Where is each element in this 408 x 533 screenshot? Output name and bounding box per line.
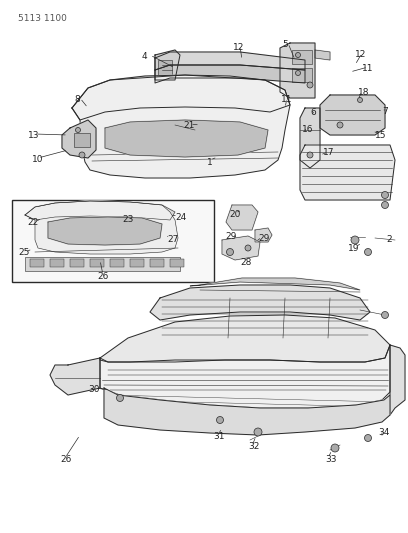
Text: 18: 18 xyxy=(358,88,370,97)
Text: 34: 34 xyxy=(378,428,389,437)
Polygon shape xyxy=(150,285,370,320)
Text: 5113 1100: 5113 1100 xyxy=(18,14,67,23)
Bar xyxy=(170,259,184,267)
Circle shape xyxy=(117,394,124,401)
Polygon shape xyxy=(100,315,390,362)
Text: 17: 17 xyxy=(323,148,335,157)
Polygon shape xyxy=(48,217,162,245)
Circle shape xyxy=(307,82,313,88)
Circle shape xyxy=(364,248,372,255)
Circle shape xyxy=(75,127,80,133)
Circle shape xyxy=(351,236,359,244)
Polygon shape xyxy=(50,358,100,395)
Circle shape xyxy=(357,98,362,102)
Polygon shape xyxy=(226,205,258,230)
Circle shape xyxy=(331,444,339,452)
Text: 26: 26 xyxy=(97,272,109,281)
Text: 29: 29 xyxy=(258,234,269,243)
Polygon shape xyxy=(155,65,305,83)
Bar xyxy=(90,259,104,267)
Polygon shape xyxy=(72,75,290,120)
Polygon shape xyxy=(190,278,360,290)
Polygon shape xyxy=(300,145,395,200)
Text: 4: 4 xyxy=(142,52,148,61)
Polygon shape xyxy=(315,50,330,60)
Circle shape xyxy=(364,434,372,441)
Polygon shape xyxy=(222,236,260,260)
Text: 31: 31 xyxy=(213,432,224,441)
Text: 27: 27 xyxy=(167,235,178,244)
Circle shape xyxy=(381,191,388,198)
Bar xyxy=(25,257,180,271)
Text: 24: 24 xyxy=(175,213,186,222)
Text: 10: 10 xyxy=(32,155,44,164)
Bar xyxy=(158,60,172,76)
Text: 1: 1 xyxy=(207,158,213,167)
Polygon shape xyxy=(155,50,180,80)
Bar xyxy=(292,50,312,64)
Text: 20: 20 xyxy=(229,210,240,219)
Text: 30: 30 xyxy=(88,385,100,394)
Text: 5: 5 xyxy=(282,40,288,49)
Polygon shape xyxy=(105,120,268,157)
Text: 28: 28 xyxy=(240,258,251,267)
Bar xyxy=(130,259,144,267)
Circle shape xyxy=(226,248,233,255)
Circle shape xyxy=(254,428,262,436)
Circle shape xyxy=(245,245,251,251)
Circle shape xyxy=(337,122,343,128)
Polygon shape xyxy=(155,52,305,70)
Bar xyxy=(12,200,214,282)
Polygon shape xyxy=(62,120,96,158)
Polygon shape xyxy=(72,75,290,178)
Text: 22: 22 xyxy=(27,218,38,227)
Polygon shape xyxy=(300,108,320,168)
Text: 7: 7 xyxy=(382,107,388,116)
Text: 15: 15 xyxy=(375,131,386,140)
Polygon shape xyxy=(100,345,390,408)
Text: 12: 12 xyxy=(355,50,366,59)
Circle shape xyxy=(295,52,301,58)
Circle shape xyxy=(79,152,85,158)
Bar xyxy=(70,259,84,267)
Polygon shape xyxy=(280,43,315,98)
Polygon shape xyxy=(25,201,178,254)
Text: 29: 29 xyxy=(225,232,236,241)
Polygon shape xyxy=(104,388,390,435)
Text: 26: 26 xyxy=(60,455,71,464)
Text: 19: 19 xyxy=(348,244,359,253)
Text: 12: 12 xyxy=(233,43,244,52)
Bar xyxy=(30,259,44,267)
Circle shape xyxy=(295,70,301,76)
Text: 6: 6 xyxy=(310,108,316,117)
Polygon shape xyxy=(255,228,272,242)
Text: 11: 11 xyxy=(362,64,373,73)
Circle shape xyxy=(217,416,224,424)
Text: 32: 32 xyxy=(248,442,259,451)
Text: 2: 2 xyxy=(386,235,392,244)
Text: 33: 33 xyxy=(325,455,337,464)
Polygon shape xyxy=(390,345,405,415)
Circle shape xyxy=(381,311,388,319)
Text: 11: 11 xyxy=(281,95,293,104)
Bar xyxy=(150,259,164,267)
Bar xyxy=(74,133,90,147)
Text: 25: 25 xyxy=(18,248,29,257)
Bar xyxy=(50,259,64,267)
Circle shape xyxy=(381,201,388,208)
Polygon shape xyxy=(320,95,385,135)
Circle shape xyxy=(307,152,313,158)
Text: 13: 13 xyxy=(28,131,40,140)
Polygon shape xyxy=(25,201,175,220)
Bar xyxy=(292,68,312,82)
Text: 21: 21 xyxy=(183,121,194,130)
Text: 16: 16 xyxy=(302,125,313,134)
Text: 23: 23 xyxy=(122,215,133,224)
Text: 8: 8 xyxy=(74,95,80,104)
Bar xyxy=(110,259,124,267)
